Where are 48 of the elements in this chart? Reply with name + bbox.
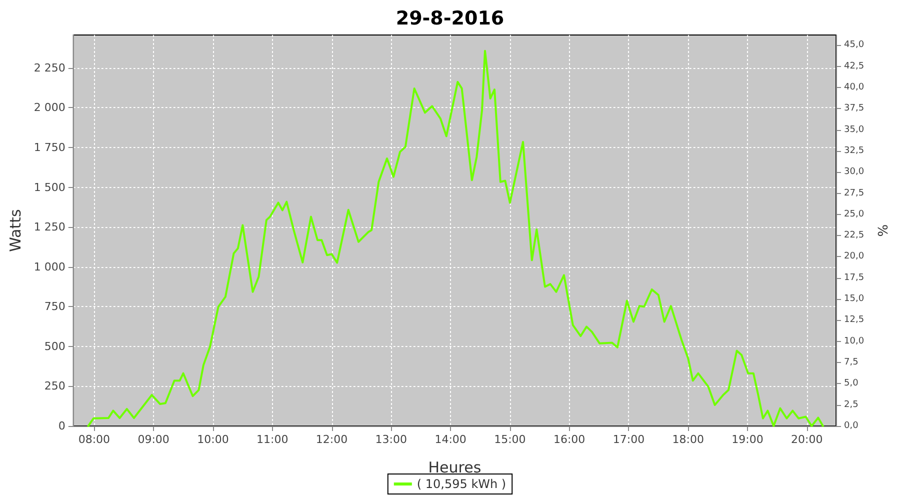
y2-tick-label: 12,5	[844, 315, 864, 326]
y-tick-label: 500	[44, 340, 66, 353]
y2-tick-label: 30,0	[844, 167, 864, 178]
x-axis-title: Heures	[428, 458, 482, 476]
y2-tick-label: 25,0	[844, 209, 864, 220]
x-tick-label: 12:00	[316, 433, 348, 446]
y2-tick-label: 2,5	[844, 400, 858, 410]
y2-tick-label: 32,5	[844, 146, 864, 156]
x-tick-label: 17:00	[612, 433, 645, 446]
x-tick-label: 15:00	[494, 433, 526, 446]
y-tick-label: 2 250	[34, 61, 66, 74]
x-tick-label: 11:00	[256, 433, 288, 446]
x-tick-label: 20:00	[791, 433, 823, 446]
legend-label: ( 10,595 kWh )	[416, 477, 506, 491]
x-tick-label: 13:00	[375, 433, 407, 446]
y2-axis-title: %	[874, 224, 889, 237]
y2-tick-label: 27,5	[844, 188, 864, 198]
y2-tick-label: 15,0	[844, 294, 864, 304]
y2-tick-label: 0,0	[844, 421, 859, 431]
x-tick-label: 10:00	[197, 433, 229, 446]
x-tick-label: 16:00	[553, 433, 586, 446]
y-tick-label: 1 250	[34, 220, 66, 234]
y-tick-label: 750	[44, 300, 66, 314]
y-tick-label: 250	[44, 380, 66, 393]
x-tick-label: 14:00	[434, 433, 466, 446]
y2-tick-label: 20,0	[844, 252, 864, 262]
y-tick-label: 1 500	[34, 180, 66, 194]
x-tick-label: 18:00	[672, 433, 704, 446]
y2-tick-label: 17,5	[844, 272, 864, 283]
y2-tick-label: 5,0	[844, 378, 859, 389]
y2-tick-label: 7,5	[844, 358, 858, 368]
line-series	[87, 50, 824, 427]
y-axis-title: Watts	[6, 209, 24, 252]
y-tick-label: 1 750	[34, 141, 66, 154]
y2-tick-label: 42,5	[844, 61, 864, 72]
x-tick-label: 08:00	[78, 433, 110, 446]
y2-tick-label: 40,0	[844, 82, 864, 92]
y-tick-label: 0	[58, 420, 66, 432]
y2-tick-label: 22,5	[844, 230, 864, 241]
y2-tick-label: 45,0	[844, 40, 864, 50]
chart-title: 29-8-2016	[396, 8, 504, 30]
y2-tick-label: 10,0	[844, 336, 864, 346]
x-tick-label: 19:00	[732, 433, 764, 446]
y-tick-label: 1 000	[34, 260, 66, 274]
y-tick-label: 2 000	[34, 101, 66, 114]
x-tick-label: 09:00	[138, 433, 170, 446]
y2-tick-label: 37,5	[844, 104, 864, 114]
y2-tick-label: 35,0	[844, 124, 864, 135]
